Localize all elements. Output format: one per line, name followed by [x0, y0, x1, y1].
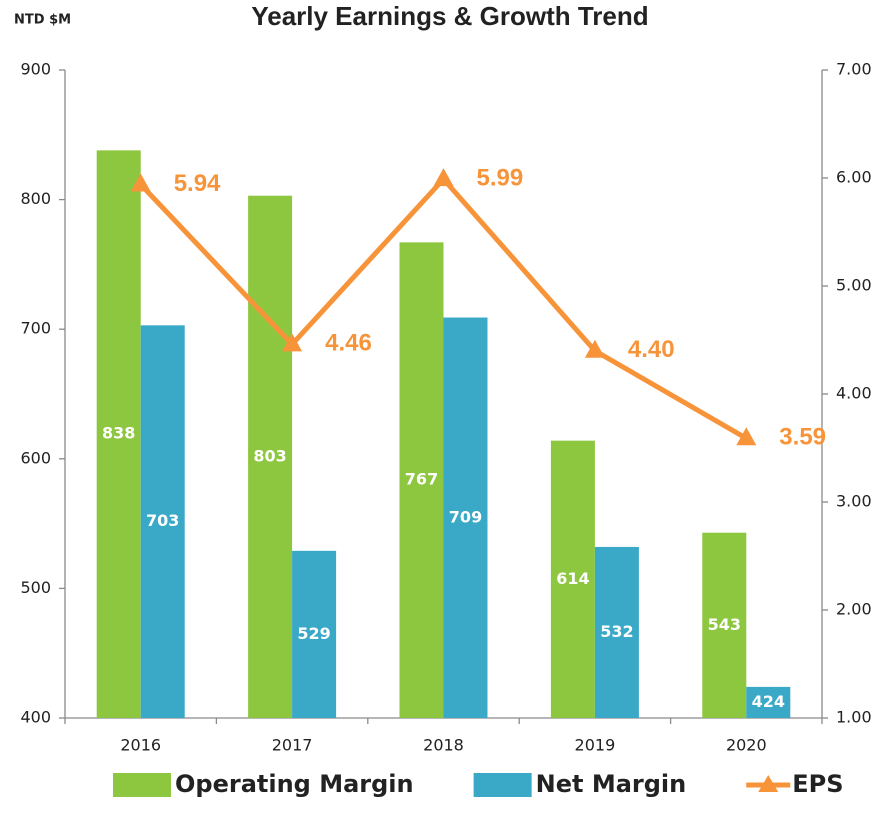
x-tick-label: 2017: [272, 736, 313, 755]
bar: [140, 325, 185, 718]
legend-label: Net Margin: [536, 770, 687, 798]
legend-label: EPS: [792, 770, 843, 798]
eps-marker: [584, 339, 605, 358]
eps-value-label: 3.59: [779, 424, 826, 451]
bar: [443, 317, 488, 718]
legend-label: Operating Margin: [175, 770, 414, 798]
eps-marker: [282, 333, 303, 352]
x-tick-label: 2020: [726, 736, 767, 755]
y2-tick-label: 3.00: [836, 492, 872, 511]
legend-swatch: [113, 773, 171, 797]
x-tick-label: 2016: [120, 736, 161, 755]
y-tick-label: 900: [20, 60, 51, 79]
x-tick-label: 2019: [575, 736, 616, 755]
y2-tick-label: 4.00: [836, 384, 872, 403]
eps-marker: [736, 427, 757, 446]
y2-tick-label: 7.00: [836, 60, 872, 79]
bar-value-label: 424: [752, 692, 785, 711]
bar: [292, 550, 337, 718]
bar: [702, 532, 747, 718]
y2-tick-label: 2.00: [836, 600, 872, 619]
bar: [399, 242, 444, 719]
y-tick-label: 800: [20, 189, 51, 208]
bar: [248, 195, 293, 718]
y2-tick-label: 6.00: [836, 168, 872, 187]
bar-value-label: 529: [297, 624, 330, 643]
bar: [746, 686, 791, 718]
bar-value-label: 709: [449, 507, 482, 526]
eps-marker: [130, 173, 151, 192]
bar-value-label: 703: [146, 511, 179, 530]
bar: [96, 150, 141, 719]
eps-value-label: 4.40: [628, 336, 675, 363]
bar-value-label: 767: [405, 470, 438, 489]
y2-tick-label: 1.00: [836, 708, 872, 727]
bar: [594, 546, 639, 718]
legend-swatch: [473, 773, 532, 797]
y-tick-label: 500: [20, 578, 51, 597]
chart-title: Yearly Earnings & Growth Trend: [251, 1, 648, 31]
legend-marker: [758, 775, 779, 792]
bar: [550, 440, 595, 718]
bar-value-label: 803: [253, 446, 286, 465]
eps-value-label: 5.99: [477, 164, 524, 191]
eps-marker: [433, 168, 454, 187]
y-axis-label: NTD $M: [14, 13, 71, 28]
bar-value-label: 543: [708, 615, 741, 634]
y-tick-label: 400: [20, 708, 51, 727]
eps-value-label: 5.94: [174, 170, 221, 197]
y-tick-label: 700: [20, 319, 51, 338]
y2-tick-label: 5.00: [836, 276, 872, 295]
eps-value-label: 4.46: [325, 330, 372, 357]
y-tick-label: 600: [20, 448, 51, 467]
bar-value-label: 532: [600, 622, 633, 641]
x-tick-label: 2018: [423, 736, 464, 755]
bar-value-label: 838: [102, 424, 135, 443]
bar-value-label: 614: [556, 569, 589, 588]
